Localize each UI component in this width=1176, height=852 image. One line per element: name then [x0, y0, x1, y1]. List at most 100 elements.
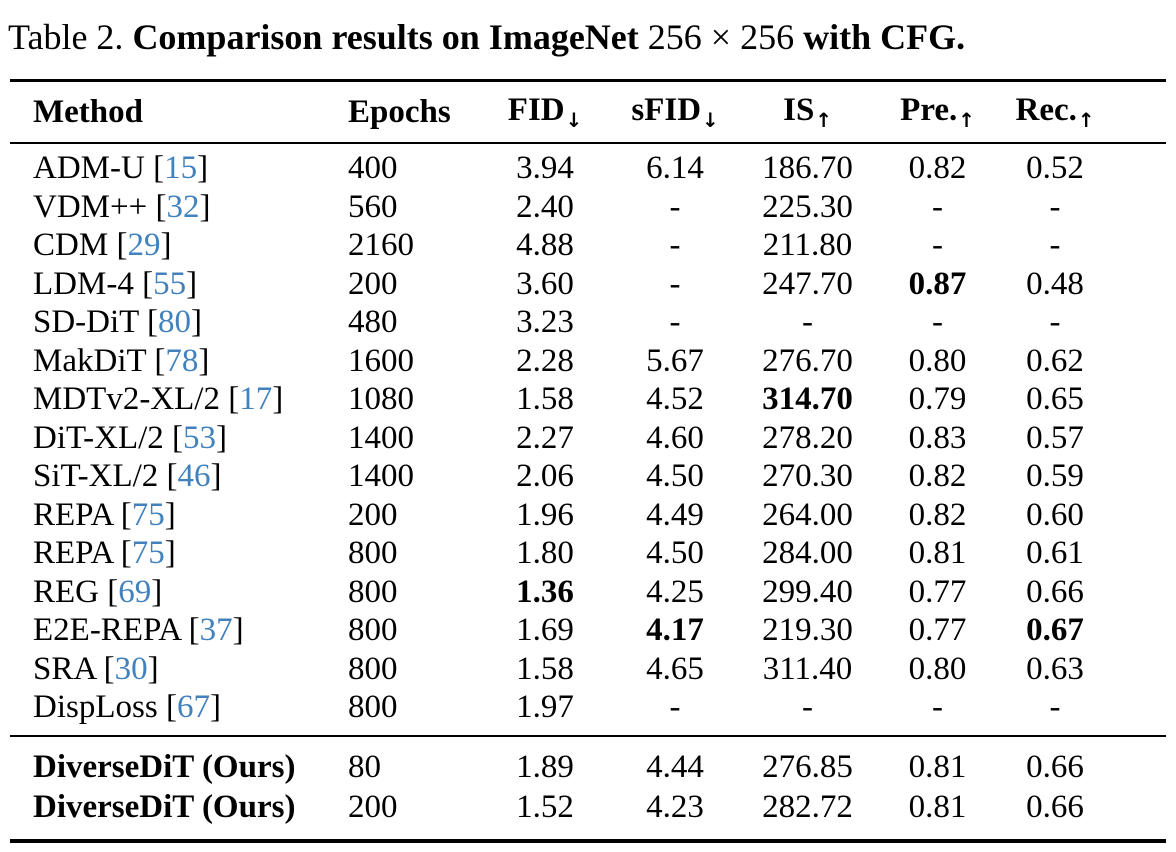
spacer-cell	[1115, 457, 1166, 496]
method-cell: CDM [29]	[33, 227, 172, 263]
method-name: SD-DiT	[33, 304, 139, 340]
caption-table-label: Table 2.	[8, 17, 124, 57]
column-header-pre: Pre.↑	[880, 81, 995, 144]
is-cell: 225.30	[762, 188, 853, 225]
citation-link[interactable]: 37	[199, 612, 233, 648]
citation-link[interactable]: 17	[239, 381, 273, 417]
header-row: Method Epochs FID↓ sFID↓ IS↑ Pre.↑ Rec.↑	[10, 81, 1166, 144]
method-name: REPA	[33, 496, 113, 533]
epochs-cell: 1080	[348, 381, 414, 417]
method-name: SRA	[33, 650, 96, 687]
method-name: MDTv2-XL/2	[33, 381, 220, 417]
column-header-label: Epochs	[348, 93, 451, 130]
citation-link[interactable]: 29	[127, 227, 161, 263]
is-cell: 278.20	[762, 419, 853, 456]
epochs-cell: 800	[348, 535, 398, 571]
rec-cell: 0.66	[1026, 788, 1084, 825]
epochs-cell: 800	[348, 573, 398, 610]
up-arrow-icon: ↑	[1077, 108, 1095, 132]
table-row: MakDiT [78] 1600 2.28 5.67 276.70 0.80 0.62	[10, 342, 1166, 381]
column-header-label: Pre.	[900, 92, 958, 129]
caption-bold-text-2: with CFG	[803, 17, 957, 57]
fid-cell: 1.97	[516, 689, 574, 725]
pre-cell: 0.82	[908, 496, 967, 533]
method-cell: REPA [75]	[33, 496, 176, 533]
citation-link[interactable]: 67	[176, 689, 210, 725]
method-name: ADM-U	[33, 150, 145, 186]
citation-link[interactable]: 69	[118, 573, 152, 610]
sfid-cell: -	[669, 265, 681, 302]
rec-cell: 0.67	[1026, 612, 1084, 648]
table-row: DiT-XL/2 [53] 1400 2.27 4.60 278.20 0.83 0.57	[10, 419, 1166, 458]
citation-link[interactable]: 75	[131, 496, 165, 533]
pre-cell: 0.80	[908, 342, 967, 379]
pre-cell: 0.82	[908, 150, 967, 186]
rec-cell: -	[1049, 188, 1061, 225]
is-cell: 276.70	[762, 342, 853, 379]
pre-cell: -	[932, 227, 943, 263]
method-name: DiverseDiT (Ours)	[33, 748, 296, 785]
sfid-cell: 5.67	[646, 342, 704, 379]
citation-link[interactable]: 46	[177, 458, 211, 494]
column-header-label: sFID	[631, 92, 702, 129]
table-caption: Table 2. Comparison results on ImageNet …	[8, 14, 1176, 60]
citation-link[interactable]: 30	[114, 650, 148, 687]
citation-link[interactable]: 78	[165, 342, 199, 379]
citation-link[interactable]: 53	[183, 419, 217, 456]
rec-cell: 0.57	[1026, 419, 1084, 456]
spacer-cell	[1115, 143, 1166, 188]
pre-cell: 0.83	[908, 419, 967, 456]
epochs-cell: 480	[348, 304, 398, 340]
citation-link[interactable]: 32	[166, 188, 200, 225]
citation-link[interactable]: 55	[153, 265, 187, 302]
sfid-cell: 4.17	[646, 612, 704, 648]
sfid-cell: -	[669, 227, 681, 263]
epochs-cell: 200	[348, 496, 398, 533]
method-cell: MDTv2-XL/2 [17]	[33, 381, 284, 417]
citation-link[interactable]: 80	[158, 304, 191, 340]
sfid-cell: 4.52	[646, 381, 704, 417]
citation-link[interactable]: 75	[131, 535, 165, 571]
epochs-cell: 800	[348, 650, 398, 687]
epochs-cell: 200	[348, 265, 398, 302]
is-cell: 219.30	[762, 612, 853, 648]
column-header-epochs: Epochs	[340, 81, 475, 144]
column-header-label: FID	[507, 92, 565, 129]
method-cell: REPA [75]	[33, 535, 176, 571]
epochs-cell: 80	[348, 748, 381, 785]
sfid-cell: -	[669, 304, 681, 340]
spacer-cell	[1115, 787, 1166, 841]
fid-cell: 2.27	[516, 419, 574, 456]
column-header-fid: FID↓	[475, 81, 615, 144]
down-arrow-icon: ↓	[702, 108, 719, 132]
method-cell: DiverseDiT (Ours)	[10, 787, 340, 841]
table-row: E2E-REPA [37] 800 1.69 4.17 219.30 0.77 0.67	[10, 611, 1166, 650]
down-arrow-icon: ↓	[565, 108, 583, 132]
method-cell: DiT-XL/2 [53]	[33, 419, 228, 456]
pre-cell: -	[932, 689, 943, 725]
table-row: DiverseDiT (Ours) 200 1.52 4.23 282.72 0.81 0.…	[10, 787, 1166, 841]
method-cell: LDM-4 [55]	[33, 265, 198, 302]
is-cell: 270.30	[762, 458, 853, 494]
up-arrow-icon: ↑	[815, 108, 832, 132]
spacer-cell	[1115, 380, 1166, 419]
pre-cell: 0.82	[908, 458, 967, 494]
table-row: CDM [29] 2160 4.88 - 211.80 - -	[10, 226, 1166, 265]
caption-bold-text-1: Comparison results on ImageNet	[132, 17, 639, 57]
spacer-cell	[1115, 650, 1166, 689]
sfid-cell: 4.50	[646, 458, 704, 494]
method-cell: E2E-REPA [37]	[33, 612, 244, 648]
spacer-cell	[1115, 736, 1166, 787]
fid-cell: 1.89	[516, 748, 574, 785]
sfid-cell: -	[669, 188, 681, 225]
fid-cell: 4.88	[516, 227, 574, 263]
up-arrow-icon: ↑	[958, 108, 975, 132]
is-cell: -	[802, 304, 813, 340]
method-name: CDM	[33, 227, 109, 263]
is-cell: 314.70	[762, 381, 853, 417]
rec-cell: 0.66	[1026, 573, 1084, 610]
rec-cell: -	[1049, 304, 1061, 340]
citation-link[interactable]: 15	[164, 150, 198, 186]
epochs-cell: 1600	[348, 342, 414, 379]
table-row: SRA [30] 800 1.58 4.65 311.40 0.80 0.63	[10, 650, 1166, 689]
